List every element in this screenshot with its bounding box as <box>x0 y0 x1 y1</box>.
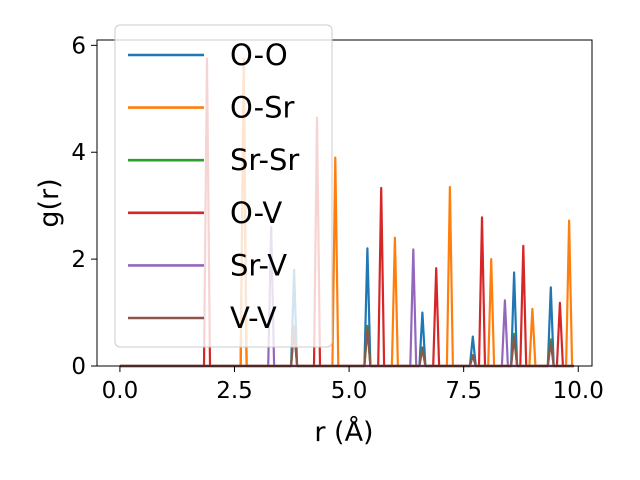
y-tick-label: 2 <box>71 247 86 273</box>
legend-label-sr-v: Sr-V <box>230 248 287 282</box>
x-tick-label: 5.0 <box>331 378 368 404</box>
x-axis-label: r (Å) <box>314 416 373 448</box>
legend-label-o-o: O-O <box>230 38 288 72</box>
legend: O-O O-Sr Sr-Sr O-V Sr-V V-V <box>114 24 333 348</box>
x-tick-label: 2.5 <box>216 378 253 404</box>
y-axis-label: g(r) <box>34 178 65 227</box>
legend-label-sr-sr: Sr-Sr <box>230 143 299 177</box>
legend-label-v-v: V-V <box>230 301 277 335</box>
legend-label-o-sr: O-Sr <box>230 91 295 125</box>
y-tick-label: 0 <box>71 354 86 380</box>
y-tick-label: 4 <box>71 140 86 166</box>
x-tick-label: 7.5 <box>445 378 482 404</box>
x-axis-ticks: 0.0 2.5 5.0 7.5 10.0 <box>102 366 604 404</box>
x-tick-label: 10.0 <box>553 378 604 404</box>
y-axis-ticks: 0 2 4 6 <box>71 33 97 380</box>
y-tick-label: 6 <box>71 33 86 59</box>
legend-entries: O-O O-Sr Sr-Sr O-V Sr-V V-V <box>128 38 299 335</box>
legend-label-o-v: O-V <box>230 196 282 230</box>
legend-box <box>114 24 333 348</box>
x-tick-label: 0.0 <box>102 378 139 404</box>
plot-frame <box>96 39 593 367</box>
